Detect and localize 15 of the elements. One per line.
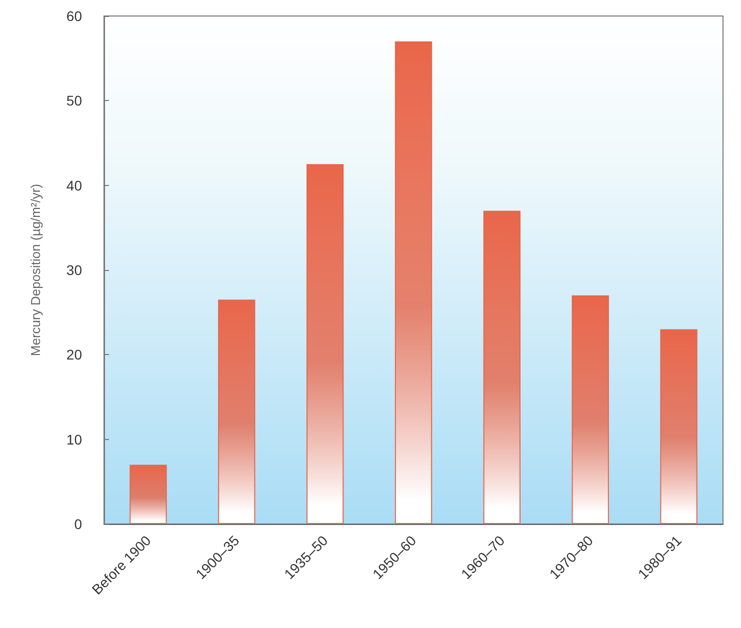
- y-tick-label: 0: [74, 516, 82, 532]
- bar: [483, 210, 520, 524]
- y-tick-label: 10: [66, 431, 82, 448]
- y-tick-label: 50: [66, 92, 82, 109]
- bar: [306, 164, 344, 524]
- y-axis-title: Mercury Deposition (µg/m²/yr): [28, 184, 43, 356]
- y-tick-label: 30: [66, 262, 82, 278]
- bar: [218, 300, 256, 524]
- y-tick-label: 40: [66, 177, 82, 194]
- bar: [572, 295, 609, 524]
- bar: [660, 329, 698, 524]
- bar: [130, 464, 167, 524]
- y-tick-label: 60: [66, 8, 82, 24]
- y-tick-label: 20: [66, 346, 82, 363]
- bar: [394, 41, 432, 524]
